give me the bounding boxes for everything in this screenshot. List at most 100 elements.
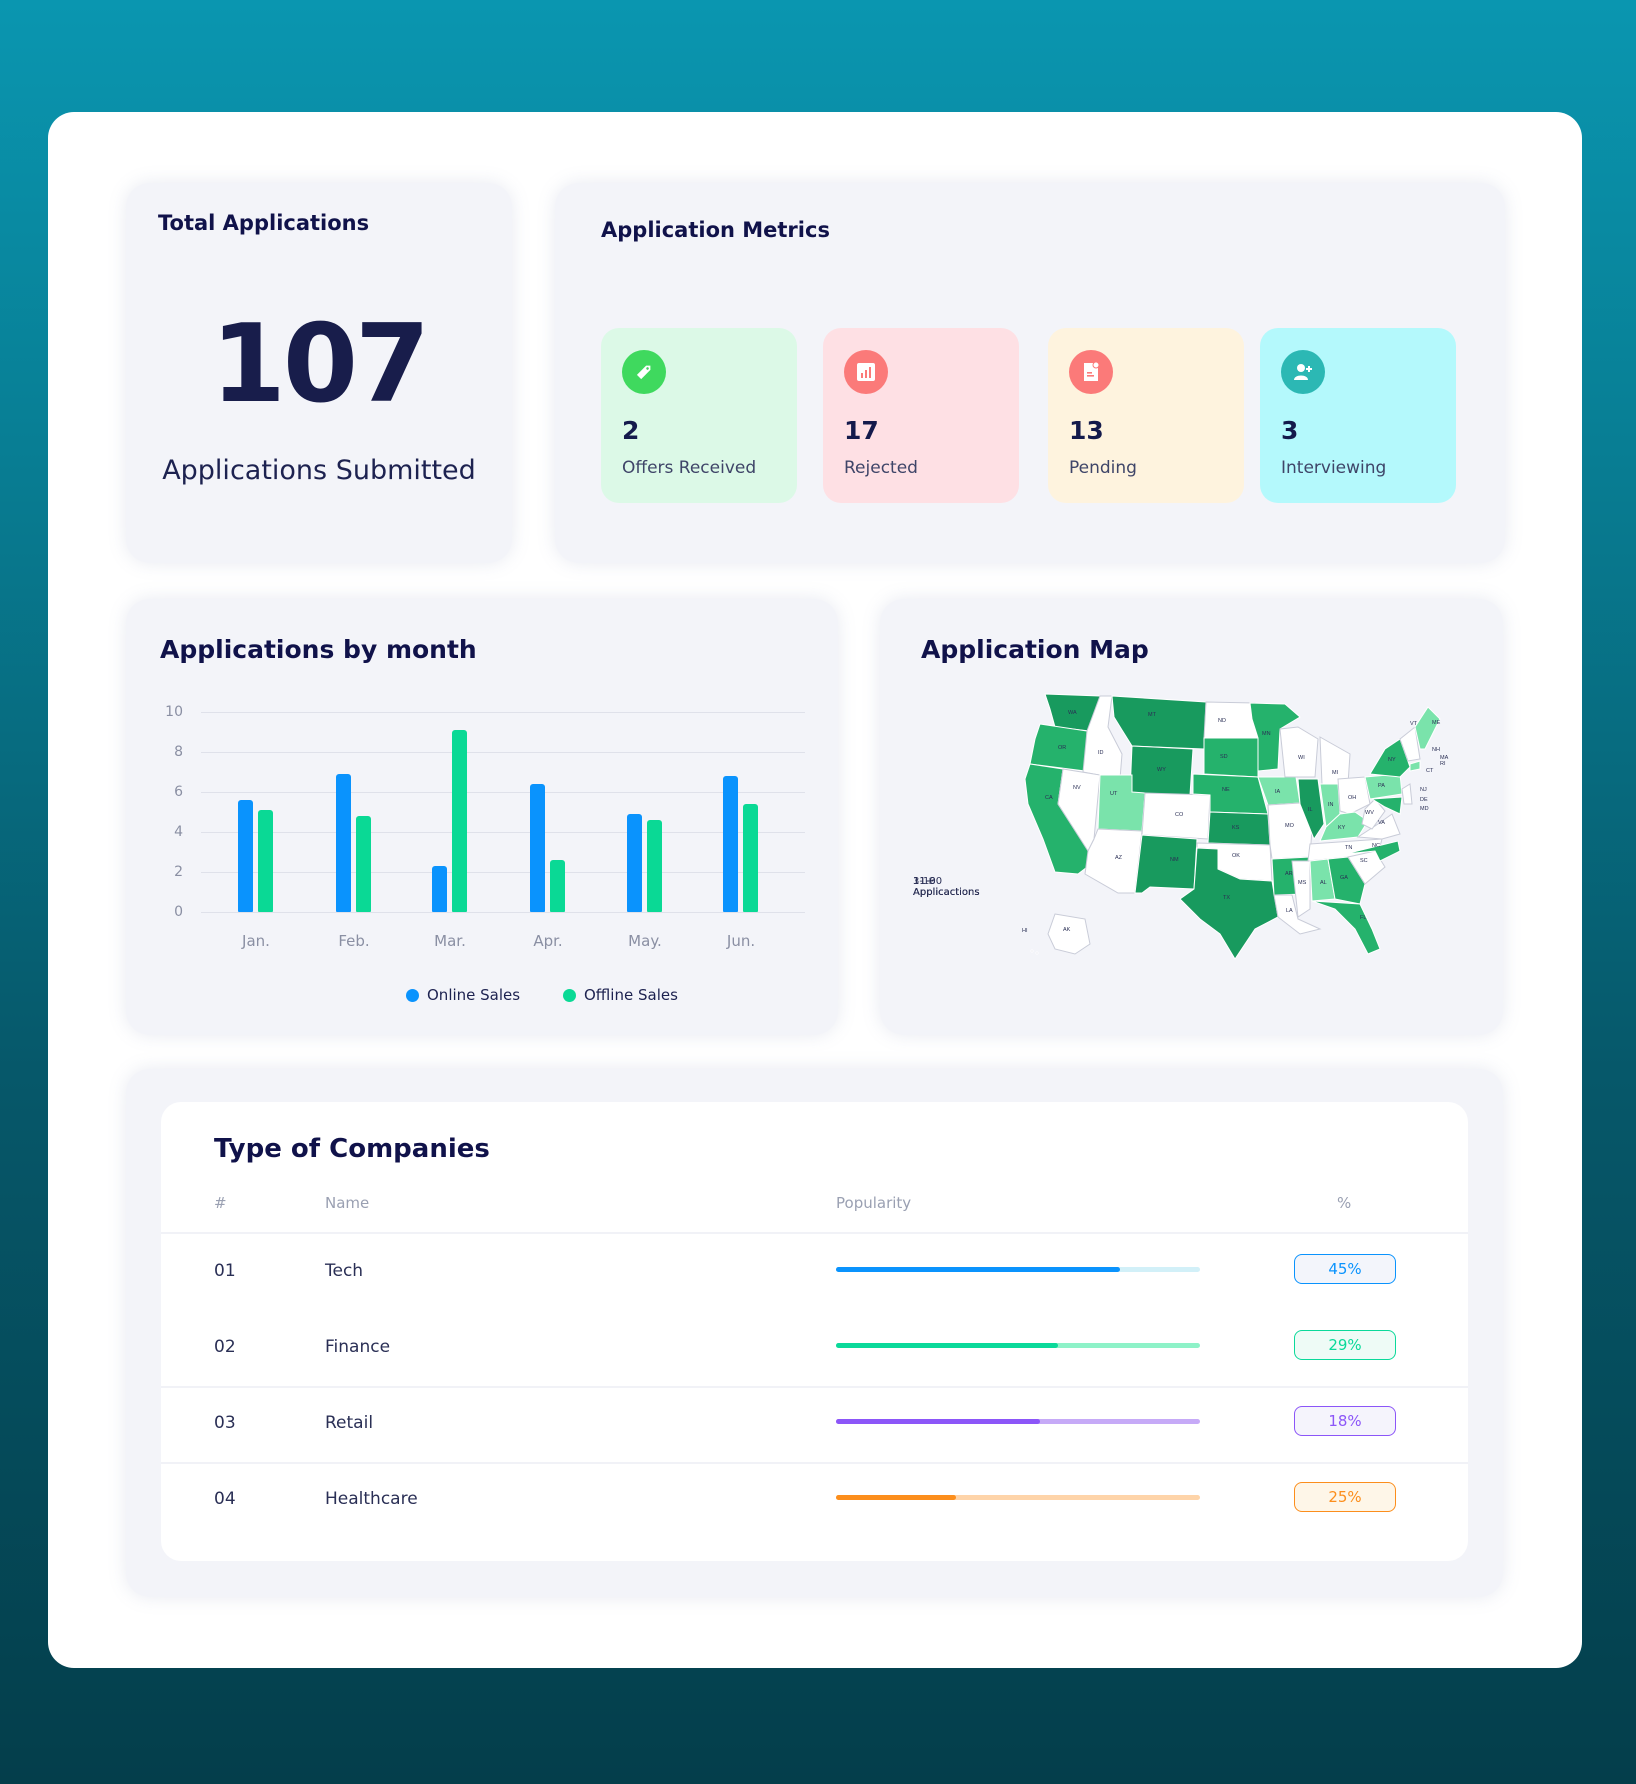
metric-label: Interviewing [1281, 458, 1387, 478]
svg-text:ME: ME [1432, 720, 1441, 726]
table-row[interactable]: 02 Finance 29% [161, 1310, 1468, 1386]
metric-value: 2 [622, 416, 640, 445]
bar-online[interactable] [627, 814, 642, 912]
y-tick-label: 4 [174, 824, 183, 840]
svg-text:PA: PA [1378, 783, 1385, 789]
document-icon [1069, 350, 1113, 394]
column-header-popularity[interactable]: Popularity [836, 1194, 912, 1212]
gridline [201, 872, 805, 873]
svg-text:WY: WY [1157, 767, 1166, 773]
metric-value: 3 [1281, 416, 1299, 445]
percent-badge: 45% [1294, 1254, 1396, 1284]
metric-rejected[interactable]: 17 Rejected [823, 328, 1019, 503]
bar-online[interactable] [238, 800, 253, 912]
popularity-bar [836, 1419, 1200, 1424]
bar-offline[interactable] [452, 730, 467, 912]
svg-text:ND: ND [1218, 718, 1226, 724]
bar-offline[interactable] [550, 860, 565, 912]
svg-text:NM: NM [1170, 857, 1179, 863]
svg-text:TX: TX [1223, 895, 1230, 901]
metric-offers-received[interactable]: 2 Offers Received [601, 328, 797, 503]
column-header-percent[interactable]: % [1337, 1194, 1352, 1212]
svg-text:OH: OH [1348, 795, 1356, 801]
metric-label: Rejected [844, 458, 918, 478]
x-tick-label: Jan. [242, 932, 270, 950]
popularity-fill [836, 1495, 957, 1500]
svg-text:MN: MN [1262, 731, 1271, 737]
svg-text:NV: NV [1073, 785, 1081, 791]
bar-offline[interactable] [356, 816, 371, 912]
gridline [201, 712, 805, 713]
svg-text:NH: NH [1432, 747, 1440, 753]
applications-by-month-card: Applications by month 0 2 4 6 8 10 Jan. Feb. Mar… [126, 599, 838, 1035]
svg-text:VA: VA [1378, 820, 1385, 826]
popularity-bar [836, 1267, 1200, 1272]
legend-offline-sales[interactable]: Offline Sales [563, 986, 678, 1004]
bar-online[interactable] [530, 784, 545, 912]
x-tick-label: Mar. [434, 932, 466, 950]
bar-chart-icon [844, 350, 888, 394]
svg-text:MO: MO [1285, 823, 1295, 829]
popularity-bar [836, 1495, 1200, 1500]
svg-text:VT: VT [1410, 721, 1418, 727]
bar-online[interactable] [432, 866, 447, 912]
svg-text:NY: NY [1388, 757, 1396, 763]
y-tick-label: 2 [174, 864, 183, 880]
percent-badge: 18% [1294, 1406, 1396, 1436]
column-header-name[interactable]: Name [325, 1194, 370, 1212]
svg-text:WI: WI [1298, 755, 1305, 761]
popularity-bar [836, 1343, 1200, 1348]
svg-text:TN: TN [1345, 845, 1352, 851]
table-row[interactable]: 01 Tech 45% [161, 1234, 1468, 1310]
bar-offline[interactable] [647, 820, 662, 912]
row-divider [161, 1462, 1468, 1464]
svg-text:WV: WV [1365, 810, 1374, 816]
y-tick-label: 10 [165, 704, 183, 720]
table-row[interactable]: 03 Retail 18% [161, 1386, 1468, 1462]
svg-text:NC: NC [1372, 843, 1380, 849]
row-name: Tech [325, 1261, 364, 1281]
column-header-index[interactable]: # [214, 1194, 227, 1212]
legend-dot-icon [406, 988, 419, 1002]
us-map[interactable]: WA OR CA ID NV MT WY UT AZ CO NM ND SD NE KS OK TX M… [880, 599, 1503, 1035]
table-row[interactable]: 04 Healthcare 25% [161, 1462, 1468, 1538]
svg-text:CO: CO [1175, 812, 1184, 818]
popularity-fill [836, 1343, 1059, 1348]
x-tick-label: Apr. [533, 932, 563, 950]
x-tick-label: Feb. [338, 932, 370, 950]
percent-badge: 25% [1294, 1482, 1396, 1512]
gridline [201, 752, 805, 753]
x-tick-label: Jun. [726, 932, 756, 950]
metric-pending[interactable]: 13 Pending [1048, 328, 1244, 503]
metric-value: 13 [1069, 416, 1104, 445]
bar-chart-plot: 0 2 4 6 8 10 Jan. Feb. Mar. Apr. May. Jun. [165, 704, 805, 950]
svg-text:MD: MD [1420, 806, 1429, 812]
metric-interviewing[interactable]: 3 Interviewing [1260, 328, 1456, 503]
svg-text:ID: ID [1098, 750, 1104, 756]
svg-text:UT: UT [1110, 791, 1118, 797]
application-metrics-title: Application Metrics [601, 218, 830, 242]
svg-text:AZ: AZ [1115, 855, 1123, 861]
svg-text:GA: GA [1340, 875, 1348, 881]
gridline [201, 792, 805, 793]
svg-text:AR: AR [1285, 871, 1293, 877]
legend-label: Online Sales [427, 986, 521, 1004]
legend-online-sales[interactable]: Online Sales [406, 986, 520, 1004]
bar-online[interactable] [723, 776, 738, 912]
row-name: Finance [325, 1337, 391, 1357]
svg-text:AL: AL [1320, 880, 1327, 886]
y-tick-label: 0 [174, 904, 183, 920]
row-index: 02 [214, 1337, 236, 1357]
bar-offline[interactable] [258, 810, 273, 912]
svg-text:IL: IL [1308, 807, 1313, 813]
row-divider [161, 1386, 1468, 1388]
row-index: 01 [214, 1261, 236, 1281]
svg-text:DE: DE [1420, 797, 1428, 803]
metric-label: Offers Received [622, 458, 757, 478]
svg-text:MT: MT [1148, 712, 1157, 718]
bar-offline[interactable] [743, 804, 758, 912]
svg-text:NE: NE [1222, 787, 1230, 793]
bar-online[interactable] [336, 774, 351, 912]
tag-icon [622, 350, 666, 394]
legend-dot-icon [563, 988, 576, 1002]
